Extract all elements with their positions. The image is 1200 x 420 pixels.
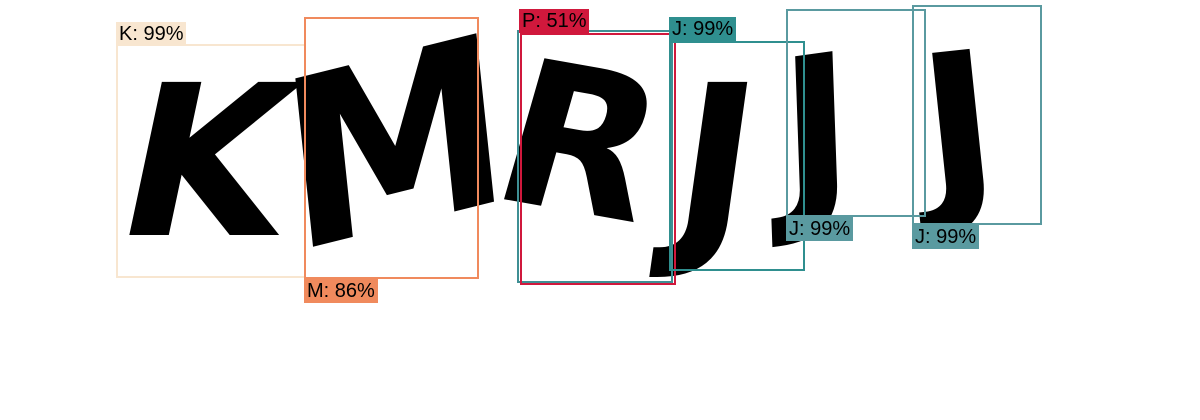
- detection-label-p: P: 51%: [519, 9, 590, 33]
- detection-label-j-3: J: 99%: [912, 225, 980, 249]
- detection-label-k: K: 99%: [116, 22, 187, 46]
- detection-box-k: [116, 44, 306, 278]
- detection-box-j-3: [912, 5, 1042, 225]
- detection-label-j-2: J: 99%: [786, 217, 854, 241]
- detection-box-overlay: [517, 30, 673, 283]
- detection-label-m: M: 86%: [304, 279, 378, 303]
- detection-box-j-2: [786, 9, 926, 217]
- detection-box-j-1: [669, 41, 805, 271]
- detection-label-j-1: J: 99%: [669, 17, 737, 41]
- detection-box-p: [520, 33, 676, 285]
- detection-box-m: [304, 17, 479, 279]
